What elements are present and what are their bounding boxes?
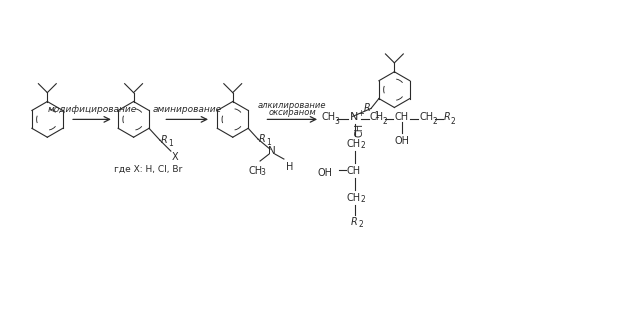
- Text: N: N: [268, 146, 276, 156]
- Text: 2: 2: [361, 141, 365, 150]
- Text: где X: H, Cl, Br: где X: H, Cl, Br: [114, 165, 182, 174]
- Text: R: R: [161, 135, 168, 145]
- Text: CH: CH: [347, 139, 361, 149]
- Text: OH: OH: [395, 136, 410, 146]
- Text: 2: 2: [358, 219, 364, 229]
- Text: R: R: [259, 134, 266, 144]
- Text: X: X: [172, 152, 179, 162]
- Text: 2: 2: [361, 195, 365, 204]
- Text: 1: 1: [266, 138, 271, 147]
- Text: CH: CH: [248, 166, 262, 176]
- Text: CH: CH: [347, 193, 361, 203]
- Text: R: R: [364, 104, 370, 114]
- Text: алкилирование: алкилирование: [258, 101, 326, 111]
- Text: 1: 1: [374, 112, 379, 120]
- Text: H: H: [286, 162, 293, 172]
- Text: 3: 3: [260, 168, 265, 177]
- Text: CH: CH: [322, 113, 336, 122]
- Text: CH: CH: [369, 113, 384, 122]
- Text: 1: 1: [168, 139, 173, 148]
- Text: 2: 2: [451, 117, 456, 126]
- Text: CH: CH: [355, 123, 365, 137]
- Text: CH: CH: [347, 166, 361, 176]
- Text: CH: CH: [419, 113, 433, 122]
- Text: 2: 2: [383, 117, 387, 126]
- Text: R: R: [351, 216, 358, 227]
- Text: +: +: [356, 109, 364, 118]
- Text: CH: CH: [394, 113, 408, 122]
- Text: R: R: [444, 113, 451, 122]
- Text: OH: OH: [317, 168, 332, 178]
- Text: модифицирование: модифицирование: [47, 105, 136, 114]
- Text: оксираном: оксираном: [268, 108, 316, 117]
- Text: 3: 3: [335, 117, 340, 126]
- Text: аминирование: аминирование: [152, 105, 221, 114]
- Text: N: N: [349, 113, 358, 122]
- Text: 2: 2: [432, 117, 436, 126]
